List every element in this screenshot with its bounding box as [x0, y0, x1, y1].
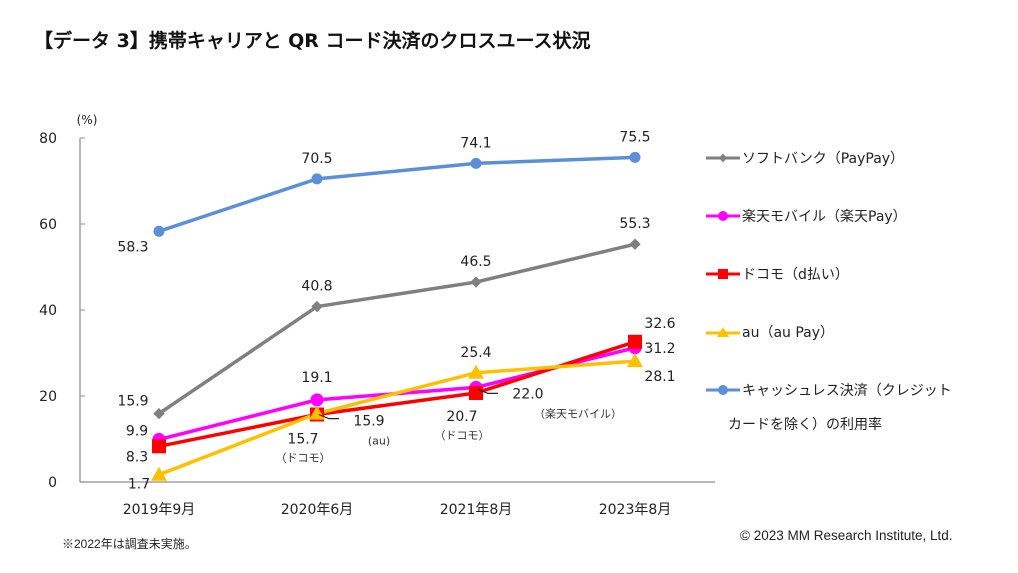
copyright: © 2023 MM Research Institute, Ltd. — [740, 528, 953, 543]
chart-title: 【データ 3】携帯キャリアと QR コード決済のクロスユース状況 — [34, 30, 591, 52]
y-tick-label: 20 — [39, 389, 57, 405]
legend-label: au（au Pay） — [742, 325, 835, 341]
x-tick-label: 2023年8月 — [599, 502, 672, 518]
y-tick-label: 60 — [39, 217, 57, 233]
legend-label-continued: カードを除く）の利用率 — [728, 417, 882, 433]
data-point-circle — [629, 151, 641, 163]
data-point-circle — [311, 173, 323, 185]
data-label: 40.8 — [301, 279, 332, 295]
footnote: ※2022年は調査未実施。 — [62, 537, 197, 551]
data-label: 58.3 — [117, 239, 148, 255]
leader-line — [318, 414, 339, 420]
data-label: 28.1 — [644, 369, 675, 385]
legend-swatch-square-icon — [706, 269, 740, 279]
data-point-triangle — [151, 466, 167, 481]
data-label-annotation: （ドコモ） — [276, 451, 331, 464]
data-label: 15.7 — [287, 431, 318, 447]
legend-label: キャッシュレス決済（クレジット — [742, 383, 952, 399]
data-label: 25.4 — [460, 345, 491, 361]
legend-swatch-diamond-icon — [706, 153, 740, 163]
data-point-circle — [470, 157, 482, 169]
data-label: 55.3 — [619, 216, 650, 232]
data-point-square — [469, 385, 483, 400]
legend-item-docomo: ドコモ（d払い） — [706, 264, 849, 284]
legend-swatch-circle-icon — [706, 385, 740, 395]
data-label: 15.9 — [353, 414, 384, 430]
data-label-annotation: （ドコモ） — [435, 429, 490, 442]
series-markers — [151, 151, 643, 481]
data-point-triangle — [309, 405, 325, 420]
legend-item-rakuten: 楽天モバイル（楽天Pay） — [706, 206, 907, 226]
data-point-diamond — [629, 238, 641, 250]
data-point-diamond — [311, 300, 323, 313]
data-point-circle — [310, 393, 324, 407]
data-label: 15.9 — [117, 394, 148, 410]
legend-label: 楽天モバイル（楽天Pay） — [742, 209, 907, 225]
series-line — [158, 242, 636, 416]
data-point-circle — [153, 225, 165, 237]
leader-line — [477, 388, 498, 394]
legend-item-au: au（au Pay） — [706, 322, 834, 342]
legend-label: ソフトバンク（PayPay） — [742, 151, 905, 167]
y-tick-label: 40 — [39, 303, 57, 319]
data-label: 20.7 — [446, 409, 477, 425]
data-label: 22.0 — [512, 386, 543, 402]
data-label-annotation: （楽天モバイル） — [534, 407, 622, 420]
y-tick-label: 80 — [39, 131, 57, 147]
x-tick-label: 2020年6月 — [281, 502, 354, 518]
y-tick-label: 0 — [48, 475, 57, 491]
y-axis-unit-label: (%) — [77, 113, 98, 127]
data-label-annotation: (au) — [368, 435, 390, 448]
axes: 0 20 40 60 80 (%) 2019年9月 2020年6月 2021年8月 2023年8月 — [39, 113, 715, 518]
data-label: 74.1 — [460, 135, 491, 151]
data-label: 46.5 — [460, 254, 491, 270]
legend-item-softbank: ソフトバンク（PayPay） — [706, 148, 904, 168]
data-point-triangle — [468, 364, 484, 379]
data-point-square — [152, 439, 166, 454]
legend-item-cashless: キャッシュレス決済（クレジット — [706, 380, 952, 400]
data-label: 31.2 — [644, 341, 675, 357]
data-label: 32.6 — [644, 316, 675, 332]
data-label: 70.5 — [301, 151, 332, 167]
data-point-square — [628, 334, 642, 349]
data-labels: 58.3 70.5 74.1 75.5 15.9 40.8 46.5 55.3 9.9 19.1 2… — [117, 129, 675, 492]
data-label: 1.7 — [128, 477, 150, 493]
data-point-diamond — [153, 407, 165, 420]
series-line — [158, 155, 636, 233]
x-tick-label: 2021年8月 — [440, 502, 513, 518]
series-lines — [158, 155, 636, 477]
data-label: 19.1 — [301, 370, 332, 386]
data-point-triangle — [627, 353, 643, 368]
legend-swatch-circle-icon — [706, 211, 740, 221]
data-point-diamond — [470, 276, 482, 288]
series-line — [158, 359, 636, 477]
data-label: 8.3 — [126, 449, 148, 465]
data-label: 9.9 — [126, 423, 148, 439]
data-label: 75.5 — [619, 129, 650, 145]
x-tick-label: 2019年9月 — [123, 502, 196, 518]
legend-swatch-triangle-icon — [706, 327, 740, 337]
legend-label: ドコモ（d払い） — [742, 267, 849, 283]
